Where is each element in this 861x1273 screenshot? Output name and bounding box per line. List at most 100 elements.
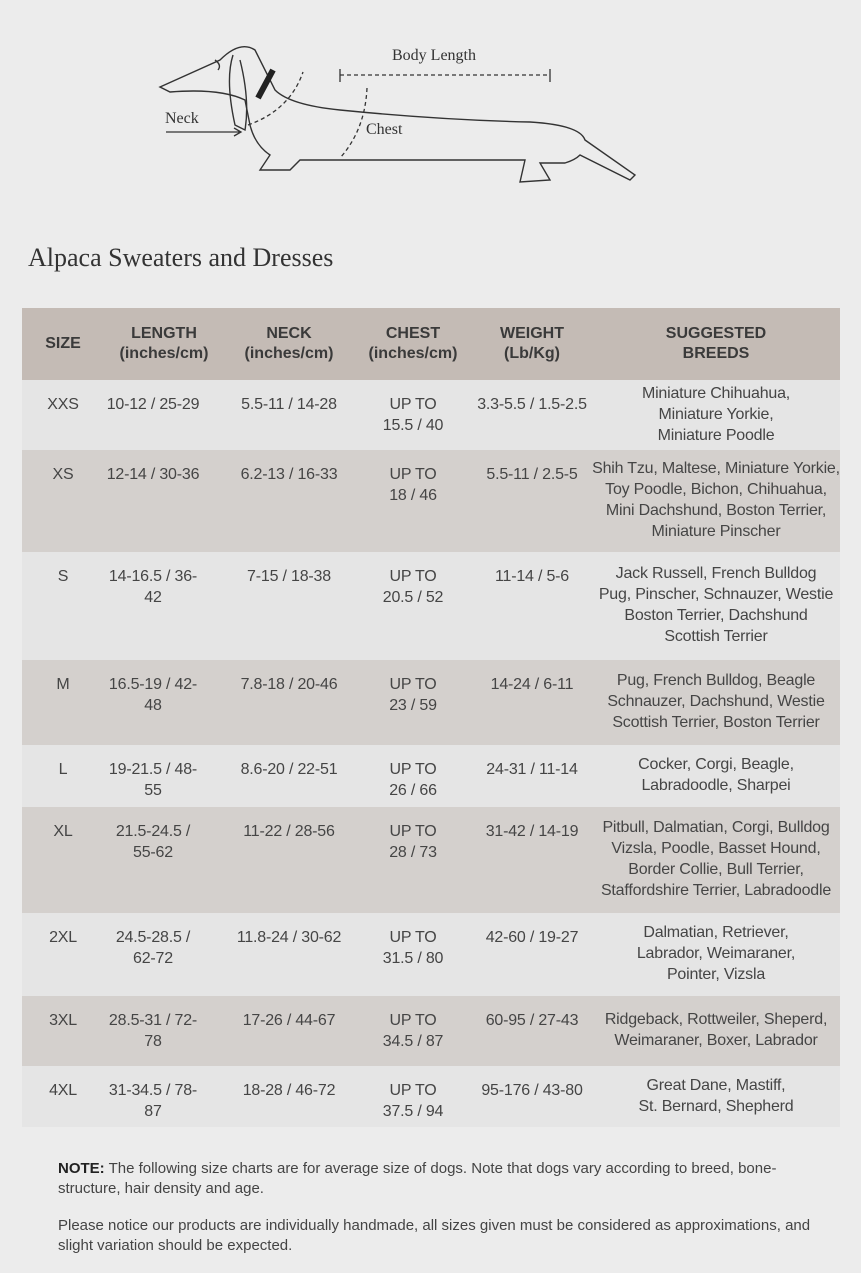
cell-text: 6.2-13 / 16-33	[240, 466, 338, 483]
cell-text: 31-34.5 / 78-87	[108, 1082, 198, 1120]
cell-text: 11.8-24 / 30-62	[236, 929, 342, 946]
page-title: Alpaca Sweaters and Dresses	[28, 243, 334, 272]
table-row: 3XL 28.5-31 / 72-78 17-26 / 44-67 UP TO 34.5…	[22, 996, 840, 1066]
cell-text: Ridgeback, Rottweiler, Sheperd,	[604, 1011, 828, 1028]
cell-text: Schnauzer, Dachshund, Westie	[607, 693, 825, 710]
cell-chest: UP TO 18 / 46	[354, 450, 472, 552]
cell-text: 23 / 59	[389, 697, 437, 714]
cell-text: UP TO	[389, 466, 437, 483]
cell-text: 2XL	[49, 929, 77, 946]
cell-size: XL	[22, 807, 104, 913]
cell-neck: 7-15 / 18-38	[224, 552, 354, 660]
cell-text: S	[57, 568, 69, 585]
cell-text: Miniature Chihuahua,	[641, 384, 791, 402]
cell-length: 14-16.5 / 36-42	[104, 552, 224, 660]
cell-text: 19-21.5 / 48-55	[108, 761, 198, 799]
cell-length: 10-12 / 25-29	[104, 380, 224, 450]
size-chart-table: SIZE LENGTH (inches/cm) NECK (inches/cm) CHES…	[22, 308, 840, 1127]
cell-breeds: Miniature Chihuahua, Miniature Yorkie, Min…	[592, 380, 840, 450]
table-header: SIZE LENGTH (inches/cm) NECK (inches/cm) CHES…	[22, 308, 840, 380]
header-size: SIZE	[22, 308, 104, 380]
cell-text: 7.8-18 / 20-46	[240, 676, 338, 693]
chest-label: Chest	[366, 121, 403, 138]
cell-text: 18 / 46	[389, 487, 437, 504]
cell-length: 28.5-31 / 72-78	[104, 996, 224, 1066]
cell-length: 21.5-24.5 / 55-62	[104, 807, 224, 913]
header-length: LENGTH (inches/cm)	[104, 308, 224, 380]
cell-text: 14-16.5 / 36-42	[108, 568, 198, 606]
dog-measurement-diagram: Body Length Neck Chest	[158, 46, 637, 183]
header-line: (inches/cm)	[119, 345, 209, 362]
cell-chest: UP TO 15.5 / 40	[354, 380, 472, 450]
cell-weight: 31-42 / 14-19	[472, 807, 592, 913]
note-text: The following size charts are for averag…	[58, 1160, 777, 1197]
cell-size: XS	[22, 450, 104, 552]
cell-text: Pug, Pinscher, Schnauzer, Westie	[598, 586, 834, 603]
cell-text: Pointer, Vizsla	[666, 966, 766, 983]
cell-text: Boston Terrier, Dachshund	[624, 607, 808, 624]
chest-measure-line	[339, 87, 368, 159]
cell-text: Labrador, Weimaraner,	[636, 945, 796, 962]
header-line: (inches/cm)	[244, 345, 334, 362]
cell-text: Dalmatian, Retriever,	[643, 924, 789, 941]
header-weight: WEIGHT (Lb/Kg)	[472, 308, 592, 380]
cell-text: 28 / 73	[389, 844, 437, 861]
table-row: 2XL 24.5-28.5 / 62-72 11.8-24 / 30-62 UP TO…	[22, 913, 840, 996]
cell-text: 24-31 / 11-14	[486, 761, 578, 778]
cell-breeds: Shih Tzu, Maltese, Miniature Yorkie, Toy …	[592, 450, 840, 552]
cell-neck: 11.8-24 / 30-62	[224, 913, 354, 996]
cell-chest: UP TO 37.5 / 94	[354, 1066, 472, 1127]
cell-text: Scottish Terrier	[664, 628, 768, 645]
table-row: XL 21.5-24.5 / 55-62 11-22 / 28-56 UP TO 28 …	[22, 807, 840, 913]
cell-text: UP TO	[389, 1082, 437, 1099]
cell-text: Pug, French Bulldog, Beagle	[616, 672, 816, 689]
cell-breeds: Ridgeback, Rottweiler, Sheperd, Weimarane…	[592, 996, 840, 1066]
cell-text: 16.5-19 / 42-48	[108, 676, 198, 714]
cell-text: 18-28 / 46-72	[242, 1082, 336, 1099]
cell-text: UP TO	[389, 1012, 437, 1029]
cell-text: Great Dane, Mastiff,	[646, 1076, 786, 1094]
cell-length: 24.5-28.5 / 62-72	[104, 913, 224, 996]
neck-measure-line	[247, 71, 304, 126]
cell-text: Miniature Yorkie,	[658, 405, 774, 423]
cell-chest: UP TO 26 / 66	[354, 745, 472, 807]
cell-text: 14-24 / 6-11	[490, 676, 574, 693]
cell-text: 60-95 / 27-43	[485, 1012, 579, 1029]
cell-text: Jack Russell, French Bulldog	[615, 565, 817, 582]
collar-icon	[255, 68, 276, 100]
cell-length: 31-34.5 / 78-87	[104, 1066, 224, 1127]
cell-text: 15.5 / 40	[382, 417, 444, 434]
cell-weight: 42-60 / 19-27	[472, 913, 592, 996]
cell-text: 31-42 / 14-19	[485, 823, 579, 840]
cell-neck: 18-28 / 46-72	[224, 1066, 354, 1127]
cell-text: Shih Tzu, Maltese, Miniature Yorkie,	[592, 460, 840, 477]
cell-text: XXS	[47, 396, 79, 413]
cell-text: UP TO	[389, 396, 437, 413]
cell-text: 4XL	[49, 1082, 77, 1099]
cell-breeds: Great Dane, Mastiff, St. Bernard, Shepher…	[592, 1066, 840, 1127]
cell-weight: 14-24 / 6-11	[472, 660, 592, 745]
header-line: WEIGHT	[500, 325, 564, 342]
cell-weight: 5.5-11 / 2.5-5	[472, 450, 592, 552]
cell-text: 12-14 / 30-36	[106, 466, 200, 483]
header-line: BREEDS	[682, 345, 750, 362]
header-chest: CHEST (inches/cm)	[354, 308, 472, 380]
cell-text: 8.6-20 / 22-51	[240, 761, 338, 778]
cell-text: Pitbull, Dalmatian, Corgi, Bulldog	[602, 819, 830, 836]
body-length-label: Body Length	[392, 47, 476, 64]
cell-text: 20.5 / 52	[382, 589, 444, 606]
cell-chest: UP TO 23 / 59	[354, 660, 472, 745]
cell-text: 26 / 66	[389, 782, 437, 799]
cell-text: Weimaraner, Boxer, Labrador	[614, 1032, 818, 1049]
cell-text: 31.5 / 80	[382, 950, 444, 967]
cell-text: 28.5-31 / 72-78	[108, 1012, 198, 1050]
header-line: NECK	[266, 325, 312, 342]
header-line: SIZE	[45, 335, 81, 352]
cell-text: 11-14 / 5-6	[495, 568, 569, 585]
header-line: LENGTH	[131, 325, 197, 342]
cell-text: 34.5 / 87	[382, 1033, 444, 1050]
table-row: M 16.5-19 / 42-48 7.8-18 / 20-46 UP TO 23 / …	[22, 660, 840, 745]
handmade-paragraph: Please notice our products are individua…	[58, 1217, 811, 1254]
table-row: S 14-16.5 / 36-42 7-15 / 18-38 UP TO 20.5 / …	[22, 552, 840, 660]
table-row: XXS 10-12 / 25-29 5.5-11 / 14-28 UP TO 15.5 …	[22, 380, 840, 450]
